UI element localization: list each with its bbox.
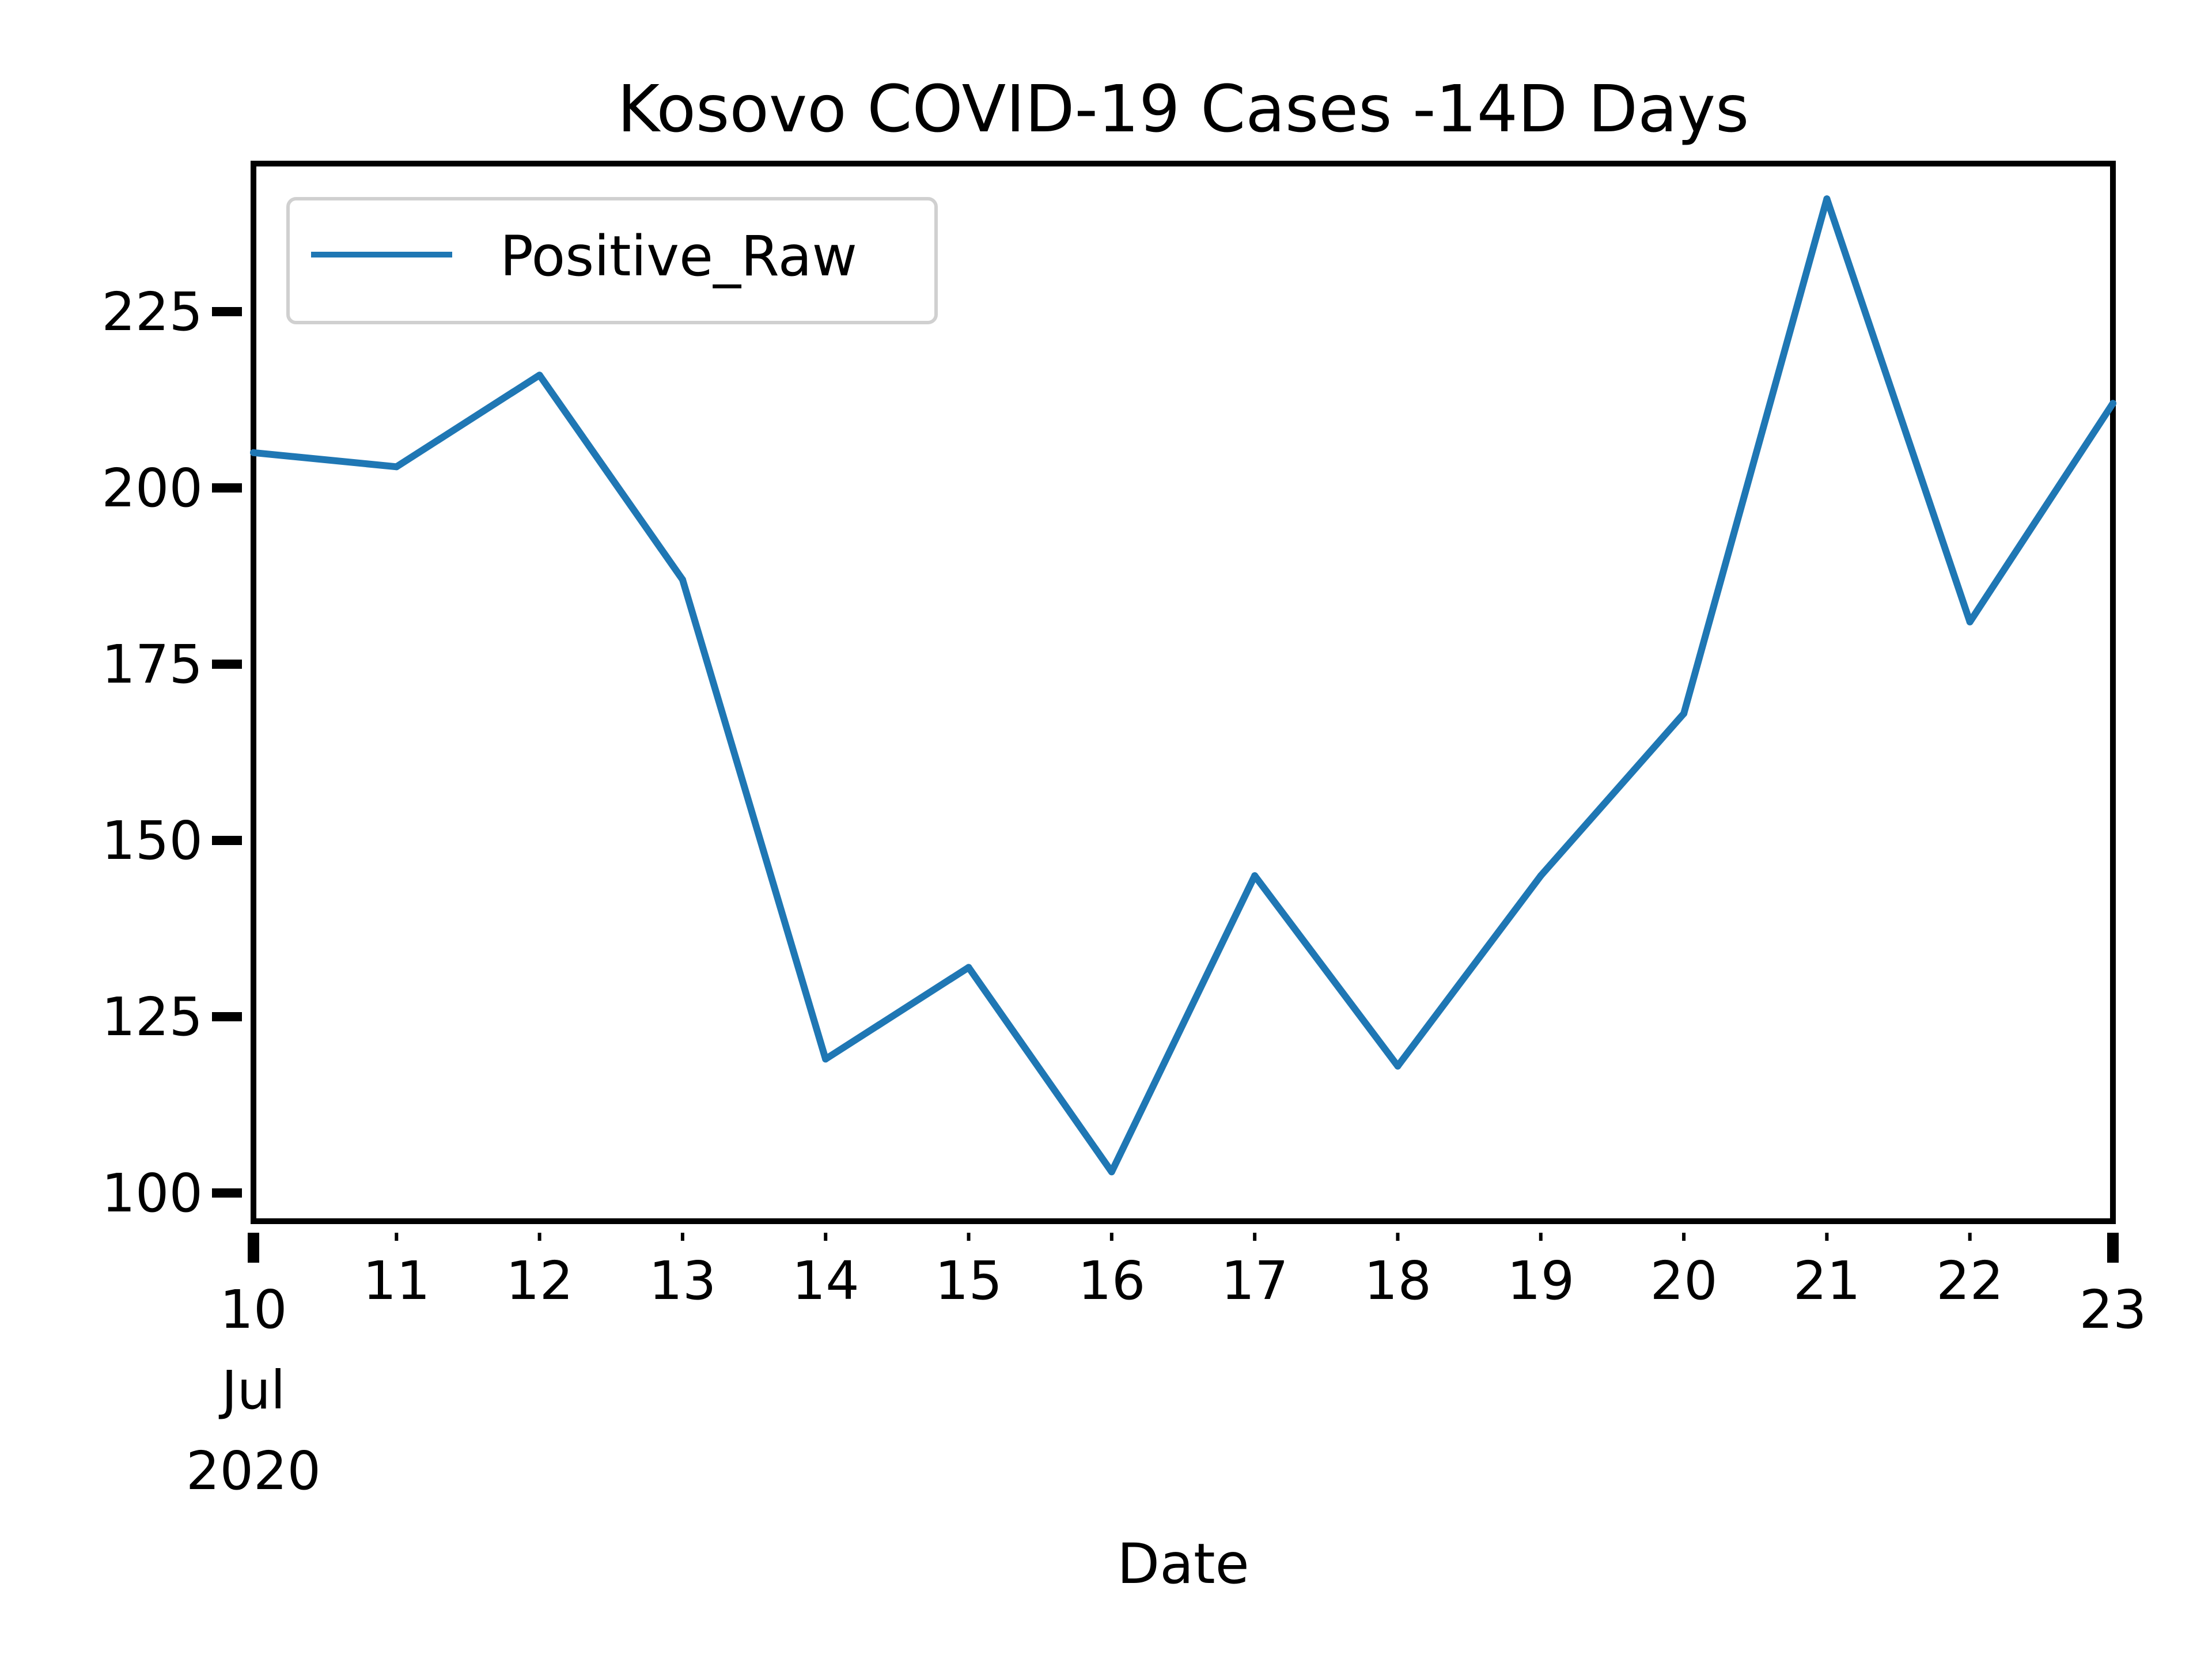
data-point — [679, 576, 686, 584]
plot-area — [250, 161, 2116, 1224]
x-tick-label: 16 — [1078, 1250, 1145, 1312]
data-point — [2109, 400, 2116, 407]
y-tick-label: 150 — [101, 810, 203, 872]
legend: Positive_Raw — [286, 197, 938, 324]
data-point — [1966, 618, 1974, 626]
x-tick-label: 13 — [649, 1250, 716, 1312]
x-tick-sublabel: Jul — [218, 1359, 285, 1421]
x-tick-label: 21 — [1793, 1250, 1861, 1312]
y-tick-label: 125 — [101, 986, 203, 1048]
data-point — [1394, 1062, 1402, 1070]
x-axis: 10 Jul 2020 11 12 13 14 15 16 17 18 19 20 21 22 23 — [186, 1233, 2147, 1502]
data-point — [822, 1055, 830, 1063]
x-tick-label: 11 — [363, 1250, 430, 1312]
x-tick-label: 22 — [1936, 1250, 2003, 1312]
data-point — [965, 964, 972, 971]
y-tick-label: 225 — [101, 281, 203, 343]
x-tick-label: 12 — [506, 1250, 573, 1312]
x-tick-label: 10 — [219, 1279, 287, 1340]
x-tick-sublabel: 2020 — [186, 1440, 321, 1502]
chart-title: Kosovo COVID-19 Cases -14D Days — [618, 72, 1749, 147]
legend-box — [286, 197, 938, 324]
data-point — [1680, 710, 1688, 717]
x-tick-label: 14 — [792, 1250, 859, 1312]
x-tick-label: 23 — [2079, 1279, 2146, 1340]
y-tick-label: 175 — [101, 634, 203, 695]
y-axis: 100 125 150 175 200 225 — [101, 281, 242, 1224]
data-point — [1108, 1168, 1115, 1176]
x-tick-label: 17 — [1221, 1250, 1289, 1312]
data-point — [1251, 872, 1259, 880]
x-tick-label: 20 — [1650, 1250, 1718, 1312]
x-tick-label: 15 — [935, 1250, 1002, 1312]
x-tick-label: 19 — [1507, 1250, 1574, 1312]
data-point — [393, 463, 400, 471]
plot-frame — [251, 161, 2116, 1224]
data-point — [250, 449, 257, 456]
y-tick-label: 200 — [101, 457, 203, 519]
legend-label: Positive_Raw — [500, 224, 857, 289]
x-tick-label: 18 — [1364, 1250, 1431, 1312]
series-line-positive-raw — [250, 195, 2116, 1176]
data-point — [1823, 195, 1831, 203]
x-axis-label: Date — [1117, 1532, 1249, 1596]
data-point — [536, 372, 543, 379]
data-point — [1537, 872, 1544, 880]
y-tick-label: 100 — [101, 1162, 203, 1224]
